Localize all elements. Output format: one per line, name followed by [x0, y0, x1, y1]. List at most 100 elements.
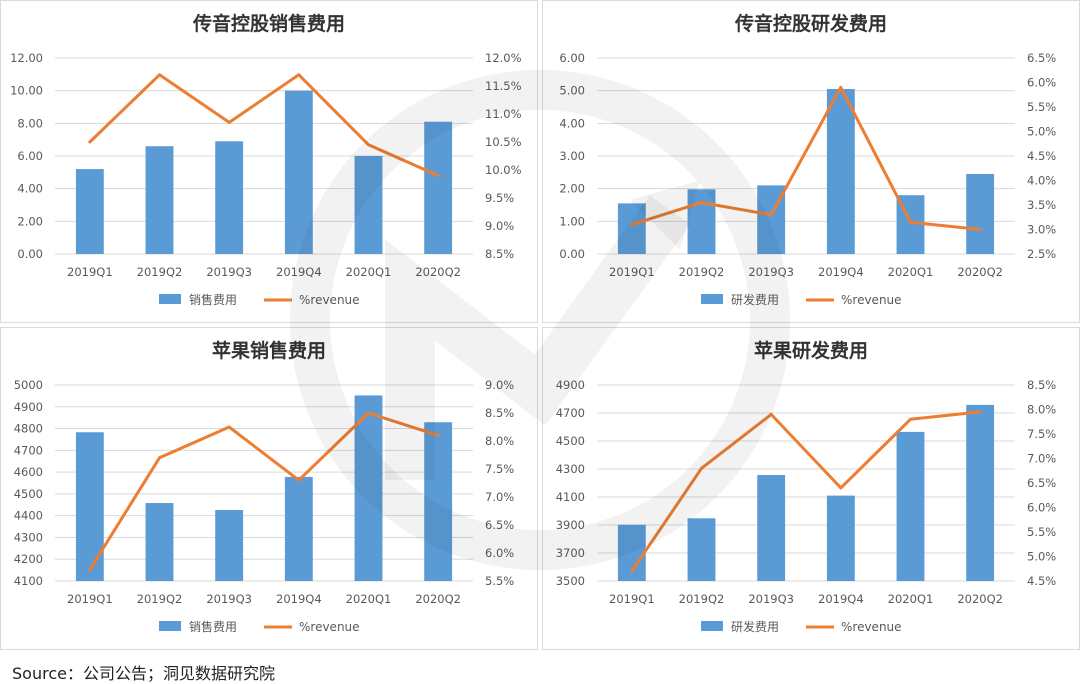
- y2-tick-label: 8.5%: [485, 247, 514, 261]
- line-point: [700, 201, 703, 205]
- legend-swatch-bar: [701, 621, 723, 631]
- y2-tick-label: 4.0%: [1027, 174, 1056, 188]
- y2-tick-label: 8.0%: [1027, 403, 1056, 417]
- chart-title: 传音控股研发费用: [734, 12, 887, 35]
- y-tick-label: 4800: [14, 422, 43, 436]
- y-tick-label: 5000: [14, 378, 43, 392]
- y-tick-label: 1.00: [559, 214, 585, 228]
- y-tick-label: 8.00: [17, 116, 43, 130]
- y2-tick-label: 3.5%: [1027, 198, 1056, 212]
- y2-tick-label: 6.5%: [1027, 51, 1056, 65]
- legend-label-line: %revenue: [841, 293, 902, 307]
- line-point: [769, 213, 773, 217]
- line-point: [769, 412, 773, 416]
- line-point: [630, 569, 634, 573]
- chart-title: 苹果销售费用: [212, 339, 326, 362]
- bar: [284, 476, 313, 581]
- bar: [145, 146, 174, 254]
- legend-swatch-bar: [701, 294, 723, 304]
- y-tick-label: 2.00: [17, 214, 43, 228]
- line-point: [227, 120, 231, 124]
- legend-label-bar: 销售费用: [189, 619, 237, 634]
- bar: [826, 495, 855, 581]
- y-tick-label: 4200: [14, 552, 43, 566]
- x-tick-label: 2019Q1: [609, 265, 655, 279]
- y2-tick-label: 2.5%: [1027, 247, 1056, 261]
- y2-tick-label: 10.0%: [485, 163, 522, 177]
- bar: [896, 431, 925, 581]
- y-tick-label: 3.00: [559, 149, 585, 163]
- bar: [75, 169, 104, 254]
- x-tick-label: 2019Q4: [818, 265, 864, 279]
- x-tick-label: 2019Q4: [818, 592, 864, 606]
- y2-tick-label: 9.0%: [485, 219, 514, 233]
- bar: [75, 432, 104, 581]
- x-tick-label: 2019Q4: [276, 265, 322, 279]
- y-tick-label: 6.00: [17, 149, 43, 163]
- chart-title: 苹果研发费用: [754, 339, 868, 362]
- y-tick-label: 3700: [556, 546, 585, 560]
- bar: [966, 404, 995, 581]
- chart-panel-2: 传音控股研发费用 0.00 1.00 2.00 3.00 4.00 5.00 6.00 2.5%…: [542, 0, 1080, 323]
- y-tick-label: 4500: [14, 487, 43, 501]
- y2-tick-label: 9.0%: [485, 378, 514, 392]
- y2-tick-label: 11.0%: [485, 107, 522, 121]
- y-tick-label: 4400: [14, 509, 43, 523]
- bar: [757, 475, 786, 581]
- x-tick-label: 2019Q2: [679, 265, 725, 279]
- x-tick-label: 2020Q2: [957, 592, 1003, 606]
- line-point: [297, 478, 301, 482]
- y2-tick-label: 6.0%: [485, 546, 514, 560]
- series-line: [630, 410, 981, 573]
- y-tick-label: 4.00: [17, 182, 43, 196]
- y-tick-label: 6.00: [559, 51, 585, 65]
- chart-panel-4: 苹果研发费用 3500 3700 3900 4100 4300 4500 4700 4900 4.…: [542, 327, 1080, 650]
- y-tick-label: 0.00: [559, 247, 585, 261]
- bar: [215, 141, 244, 254]
- legend-label-bar: 销售费用: [189, 292, 237, 307]
- legend-label-line: %revenue: [841, 620, 902, 634]
- y-tick-label: 4900: [556, 378, 585, 392]
- charts-canvas: 传音控股销售费用 0.00 2.00 4.00 6.00 8.00 10.00 12.00 8.…: [0, 0, 1080, 650]
- y-tick-label: 3500: [556, 574, 585, 588]
- y-tick-label: 5.00: [559, 84, 585, 98]
- y-tick-label: 3900: [556, 518, 585, 532]
- x-tick-label: 2019Q3: [748, 265, 794, 279]
- y2-tick-label: 8.5%: [1027, 378, 1056, 392]
- x-tick-label: 2019Q2: [679, 592, 725, 606]
- y2-tick-label: 10.5%: [485, 135, 522, 149]
- bar: [966, 173, 995, 254]
- chart-panel-3: 苹果销售费用 4100 4200 4300 4400 4500 4600 4700 4800 49…: [0, 327, 538, 650]
- line-point: [700, 466, 703, 470]
- y-tick-label: 4300: [14, 530, 43, 544]
- line-point: [158, 73, 161, 77]
- line-point: [367, 143, 370, 147]
- y2-tick-label: 8.5%: [485, 406, 514, 420]
- y-tick-label: 4100: [556, 490, 585, 504]
- x-tick-label: 2019Q3: [206, 265, 252, 279]
- line-point: [909, 417, 912, 421]
- bar: [424, 121, 453, 254]
- legend-swatch-bar: [159, 294, 181, 304]
- y2-tick-label: 4.5%: [1027, 149, 1056, 163]
- y2-tick-label: 11.5%: [485, 79, 522, 93]
- y2-tick-label: 9.5%: [485, 191, 514, 205]
- y2-tick-label: 5.0%: [1027, 550, 1056, 564]
- line-point: [367, 411, 370, 415]
- x-tick-label: 2019Q1: [67, 592, 113, 606]
- y-tick-label: 4700: [14, 443, 43, 457]
- series-line: [88, 411, 439, 571]
- line-point: [630, 223, 634, 227]
- line-point: [88, 140, 92, 144]
- y2-tick-label: 6.5%: [1027, 476, 1056, 490]
- panel-frame: [542, 0, 1080, 323]
- y2-tick-label: 7.5%: [1027, 427, 1056, 441]
- bar: [354, 395, 383, 581]
- x-tick-label: 2020Q2: [415, 592, 461, 606]
- bar: [617, 203, 646, 254]
- legend-label-bar: 研发费用: [731, 619, 779, 634]
- y-tick-label: 4100: [14, 574, 43, 588]
- line-point: [227, 425, 231, 429]
- x-tick-label: 2019Q2: [137, 592, 183, 606]
- source-note: Source：公司公告；洞见数据研究院: [12, 664, 275, 683]
